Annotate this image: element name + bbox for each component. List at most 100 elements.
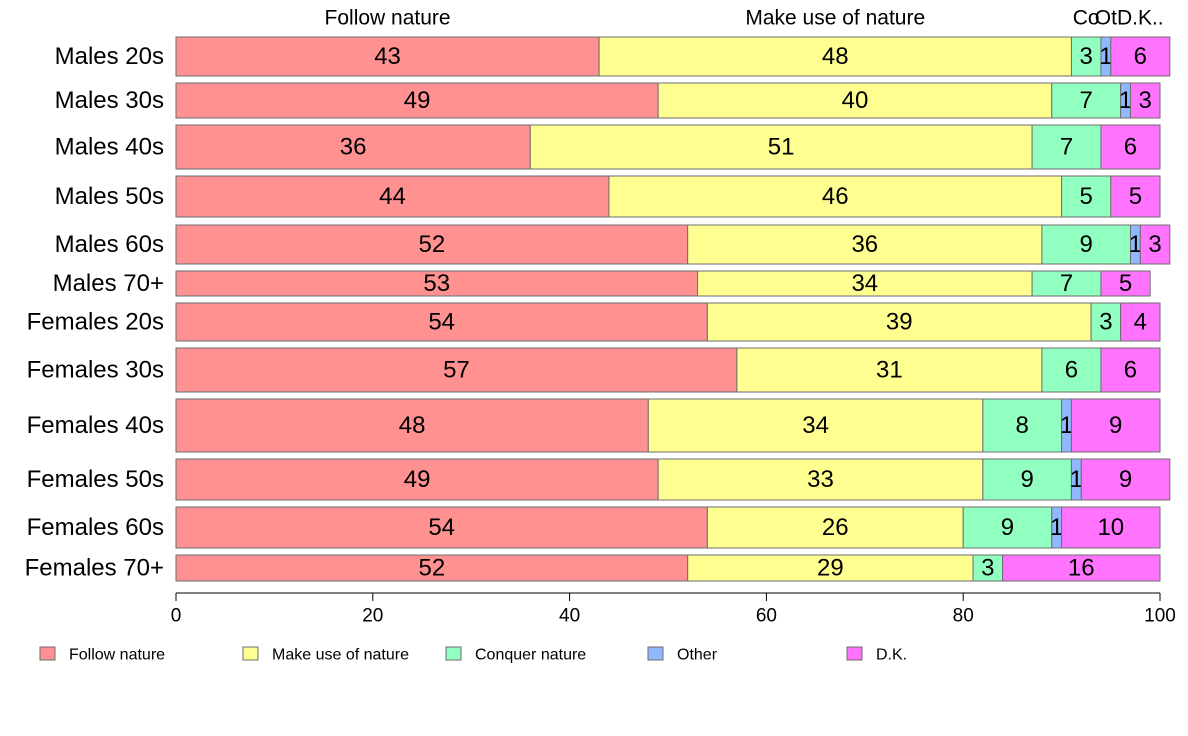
- bar-segment: [175, 270, 699, 297]
- category-label: Females 30s: [27, 357, 164, 384]
- legend-swatch: [846, 646, 863, 661]
- data-label: 49: [404, 466, 431, 493]
- bar-segment: [529, 124, 1033, 170]
- data-label: 36: [851, 231, 878, 258]
- data-label: 52: [418, 231, 445, 258]
- data-label: 16: [1068, 555, 1095, 582]
- legend-swatch: [445, 646, 462, 661]
- bar-segment: [1061, 506, 1161, 549]
- category-label: Males 40s: [55, 134, 164, 161]
- legend-label: D.K.: [876, 647, 907, 664]
- data-label: 1: [1060, 412, 1073, 439]
- data-label: 6: [1124, 134, 1137, 161]
- data-label: 4: [1134, 309, 1147, 336]
- data-label: 39: [886, 309, 913, 336]
- bar-segment: [1041, 224, 1131, 265]
- bar-segment: [736, 347, 1043, 393]
- data-label: 57: [443, 357, 470, 384]
- bar-segment: [1129, 82, 1161, 119]
- data-label: 54: [428, 309, 455, 336]
- bar-segment: [657, 82, 1053, 119]
- category-label: Females 20s: [27, 309, 164, 336]
- data-label: 44: [379, 183, 406, 210]
- data-label: 1: [1129, 231, 1142, 258]
- x-tick-label: 80: [953, 606, 974, 627]
- data-label: 3: [1139, 87, 1152, 114]
- bar-segment: [175, 458, 659, 501]
- x-tick-label: 60: [756, 606, 777, 627]
- bar-segment: [1100, 270, 1151, 297]
- bar-segment: [1002, 554, 1161, 582]
- bar-segment: [1139, 224, 1171, 265]
- series-top-label: D.K..: [1117, 7, 1164, 30]
- data-label: 51: [768, 134, 795, 161]
- data-label: 7: [1060, 270, 1073, 297]
- legend-label: Make use of nature: [272, 647, 409, 664]
- data-label: 8: [1016, 412, 1029, 439]
- bar-segment: [175, 506, 708, 549]
- bar-segment: [962, 506, 1053, 549]
- data-label: 1: [1070, 466, 1083, 493]
- data-label: 9: [1020, 466, 1033, 493]
- bar-segment: [175, 224, 689, 265]
- data-label: 7: [1060, 134, 1073, 161]
- data-label: 5: [1080, 183, 1093, 210]
- data-label: 1: [1050, 514, 1063, 541]
- data-label: 46: [822, 183, 849, 210]
- data-label: 31: [876, 357, 903, 384]
- data-label: 9: [1119, 466, 1132, 493]
- data-label: 6: [1065, 357, 1078, 384]
- data-label: 53: [423, 270, 450, 297]
- data-label: 3: [981, 555, 994, 582]
- legend-swatch: [39, 646, 56, 661]
- bar-segment: [706, 506, 964, 549]
- data-label: 5: [1119, 270, 1132, 297]
- category-label: Females 40s: [27, 412, 164, 439]
- data-label: 48: [399, 412, 426, 439]
- data-label: 3: [1099, 309, 1112, 336]
- x-tick-label: 20: [362, 606, 383, 627]
- data-label: 9: [1109, 412, 1122, 439]
- category-label: Males 70+: [53, 270, 164, 297]
- data-label: 9: [1001, 514, 1014, 541]
- category-label: Males 60s: [55, 231, 164, 258]
- data-label: 52: [418, 555, 445, 582]
- category-label: Females 50s: [27, 466, 164, 493]
- x-tick-label: 40: [559, 606, 580, 627]
- legend-label: Follow nature: [69, 647, 165, 664]
- x-tick-label: 0: [171, 606, 182, 627]
- category-label: Females 70+: [25, 555, 164, 582]
- bar-segment: [972, 554, 1004, 582]
- data-label: 43: [374, 43, 401, 70]
- series-top-label: Ot: [1095, 7, 1117, 30]
- data-label: 36: [340, 134, 367, 161]
- bar-segment: [608, 175, 1063, 218]
- data-label: 54: [428, 514, 455, 541]
- bar-segment: [1100, 124, 1161, 170]
- bar-segment: [175, 82, 659, 119]
- data-label: 49: [404, 87, 431, 114]
- data-label: 1: [1099, 43, 1112, 70]
- category-label: Males 30s: [55, 87, 164, 114]
- legend-label: Other: [677, 647, 718, 664]
- bar-segment: [687, 554, 974, 582]
- legend-swatch: [647, 646, 664, 661]
- data-label: 40: [842, 87, 869, 114]
- data-label: 34: [802, 412, 829, 439]
- bar-segment: [175, 302, 708, 342]
- legend-label: Conquer nature: [475, 647, 586, 664]
- bar-segment: [982, 398, 1063, 453]
- data-label: 26: [822, 514, 849, 541]
- bar-segment: [1061, 175, 1112, 218]
- category-label: Males 50s: [55, 183, 164, 210]
- bar-segment: [657, 458, 984, 501]
- data-label: 48: [822, 43, 849, 70]
- data-label: 9: [1080, 231, 1093, 258]
- bar-segment: [175, 175, 610, 218]
- category-label: Females 60s: [27, 514, 164, 541]
- bar-segment: [1080, 458, 1171, 501]
- data-label: 29: [817, 555, 844, 582]
- bar-segment: [175, 36, 600, 77]
- bar-segment: [1031, 124, 1102, 170]
